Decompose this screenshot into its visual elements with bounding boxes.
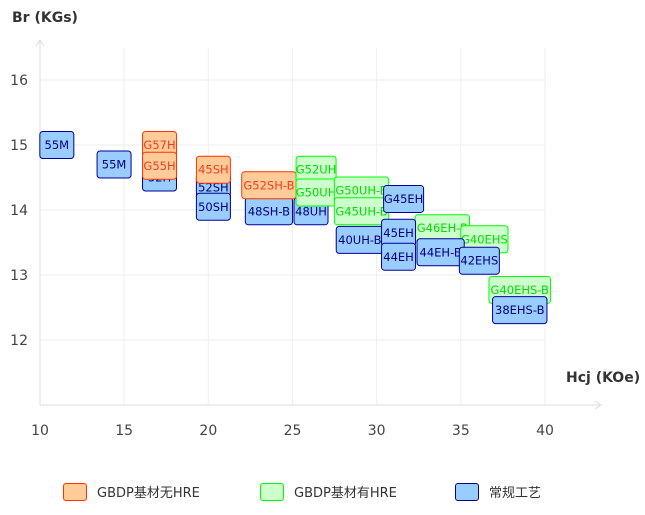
x-tick-label: 15 [115, 423, 133, 439]
legend-item-green[interactable]: GBDP基材有HRE [260, 482, 397, 501]
data-box-blue[interactable]: 40UH-B [335, 225, 384, 254]
x-axis-title: Hcj (KOe) [566, 370, 640, 386]
legend-swatch [63, 482, 87, 501]
data-box-blue[interactable]: G45EH [383, 184, 425, 213]
x-tick-label: 40 [536, 423, 554, 439]
data-box-label: G55H [143, 159, 175, 173]
data-box-label: 44EH [383, 250, 414, 264]
data-box-green[interactable]: G50UH-B [333, 176, 390, 205]
x-tick-label: 25 [284, 423, 302, 439]
data-box-label: G40EHS [461, 232, 508, 246]
data-box-label: G40EHS-B [491, 283, 549, 297]
data-box-blue[interactable]: 48SH-B [244, 197, 294, 226]
data-box-label: G46EH-B [417, 221, 468, 235]
data-box-orange[interactable]: G55H [142, 151, 178, 180]
data-box-label: 38EHS-B [495, 303, 545, 317]
data-box-green[interactable]: G50UH [295, 178, 337, 207]
y-tick-label: 12 [10, 333, 28, 349]
data-box-label: 42EHS [460, 254, 498, 268]
data-box-rect [195, 155, 231, 184]
data-box-blue[interactable]: 50SH [195, 192, 231, 221]
data-box-green[interactable]: G40EHS [460, 225, 509, 254]
y-axis-arrow-icon [35, 39, 45, 47]
y-tick-label: 14 [10, 203, 28, 219]
data-box-label: 48UH [295, 204, 327, 218]
data-box-rect [195, 192, 231, 221]
legend-label: GBDP基材无HRE [97, 486, 200, 501]
x-tick-label: 35 [452, 423, 470, 439]
data-box-blue[interactable]: 42EHS [458, 246, 500, 275]
x-tick-label: 10 [31, 423, 49, 439]
data-box-rect [458, 246, 500, 275]
data-box-orange[interactable]: G52SH-B [241, 171, 297, 200]
legend-swatch [260, 482, 284, 501]
data-box-rect [381, 242, 417, 271]
data-box-label: 48SH-B [248, 204, 290, 218]
x-tick-label: 30 [368, 423, 386, 439]
legend-item-orange[interactable]: GBDP基材无HRE [63, 482, 200, 501]
data-box-label: 45EH [383, 226, 414, 240]
legend-swatch [455, 482, 479, 501]
data-box-rect [142, 151, 178, 180]
data-box-rect [383, 184, 425, 213]
data-box-rect [492, 296, 548, 325]
legend: GBDP基材无HRE GBDP基材有HRE 常规工艺 [0, 482, 645, 506]
data-box-label: 52SH [198, 180, 229, 194]
data-box-label: 50SH [198, 200, 229, 214]
data-box-label: G50UH-B [335, 184, 387, 198]
data-box-orange[interactable]: 45SH [195, 155, 231, 184]
y-axis-title: Br (KGs) [12, 10, 78, 26]
axes: 10 15 20 25 30 35 40 12 13 14 15 16 [10, 39, 602, 439]
y-tick-label: 13 [10, 268, 28, 284]
data-box-label: 45SH [198, 163, 229, 177]
x-tick-label: 20 [199, 423, 217, 439]
data-box-blue[interactable]: 55M [96, 150, 132, 179]
y-tick-label: 15 [10, 138, 28, 154]
legend-label: GBDP基材有HRE [294, 486, 397, 501]
data-box-green[interactable]: G52UH [295, 155, 337, 184]
data-box-rect [96, 150, 132, 179]
data-box-label: G52UH [296, 163, 337, 177]
x-axis-arrow-icon [594, 400, 602, 410]
data-box-label: G45EH [384, 192, 423, 206]
data-box-blue[interactable]: 44EH-B [416, 238, 465, 267]
data-box-rect [39, 131, 75, 159]
data-boxes: 55M55M52H52SH50SH48SH-B48UH40UH-BG57HG55… [39, 131, 552, 325]
data-box-blue[interactable]: 45EH [381, 218, 417, 247]
data-box-blue[interactable]: 44EH [381, 242, 417, 271]
data-box-label: 44EH-B [420, 245, 462, 259]
legend-label: 常规工艺 [489, 486, 542, 501]
data-box-label: 55M [102, 158, 127, 172]
data-box-orange[interactable]: G57H [142, 131, 178, 159]
data-box-label: G50UH [296, 185, 337, 199]
legend-item-blue[interactable]: 常规工艺 [455, 482, 541, 501]
data-box-label: G45UH-B [335, 204, 387, 218]
data-box-label: 55M [45, 138, 70, 152]
y-tick-label: 16 [10, 73, 28, 89]
data-box-label: 40UH-B [338, 233, 381, 247]
data-box-label: G57H [143, 138, 175, 152]
data-box-blue[interactable]: 38EHS-B [492, 296, 548, 325]
data-box-blue[interactable]: 55M [39, 131, 75, 159]
data-box-label: G52SH-B [243, 178, 294, 192]
data-box-green[interactable]: G45UH-B [333, 197, 390, 226]
